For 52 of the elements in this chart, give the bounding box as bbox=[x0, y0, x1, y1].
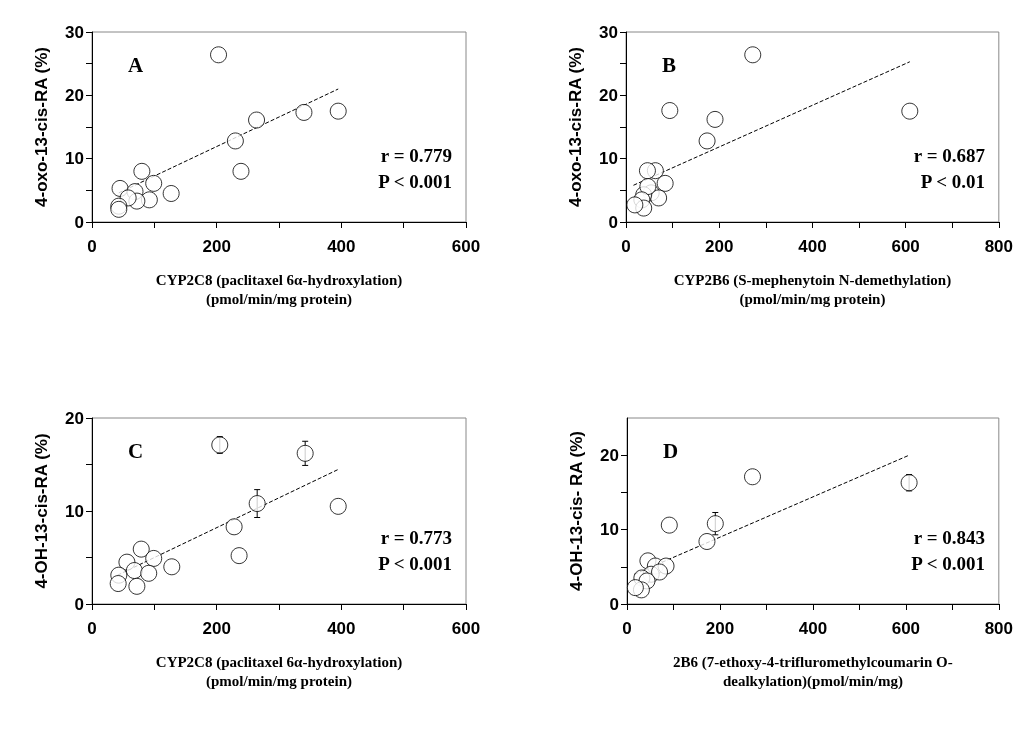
annotation: r = 0.773 bbox=[380, 527, 452, 548]
x-axis-title: CYP2C8 (paclitaxel 6α-hydroxylation) (pmol/min/mg protein) bbox=[155, 653, 403, 690]
y-tick-label: 20 bbox=[65, 408, 84, 428]
x-axis-title: CYP2C8 (paclitaxel 6α-hydroxylation) (pmol/min/mg protein) bbox=[155, 271, 403, 308]
y-tick-label: 10 bbox=[600, 520, 619, 540]
y-tick-label: 0 bbox=[608, 212, 618, 232]
text: C bbox=[128, 438, 144, 463]
x-tick-label: 200 bbox=[202, 237, 231, 256]
y-tick-label: 0 bbox=[74, 212, 84, 232]
x-tick-label: 200 bbox=[705, 619, 735, 638]
y-tick-label: 30 bbox=[599, 22, 618, 42]
x-tick-label: 600 bbox=[451, 237, 481, 256]
y-axis-title: 4-OH-13-cis-RA (%) bbox=[32, 433, 51, 589]
x-axis-title: CYP2B6 (S-mephenytoin N-demethylation) (pmol/min/mg protein) bbox=[673, 271, 952, 308]
x-tick-label: 0 bbox=[87, 237, 97, 256]
x-tick-label: 0 bbox=[87, 619, 97, 638]
x-tick-label: 800 bbox=[984, 619, 1014, 638]
x-tick-label: 600 bbox=[891, 619, 921, 638]
annotation: r = 0.779 bbox=[380, 145, 452, 166]
x-tick-label: 800 bbox=[984, 237, 1014, 256]
x-tick-label: 0 bbox=[621, 237, 631, 256]
annotation: r = 0.687 bbox=[913, 145, 986, 166]
y-tick-label: 20 bbox=[65, 85, 84, 105]
y-axis-title: 4-OH-13-cis- RA (%) bbox=[567, 431, 586, 591]
x-tick-label: 200 bbox=[705, 237, 734, 256]
text: A bbox=[128, 52, 144, 77]
text: B bbox=[662, 52, 677, 77]
x-tick-label: 400 bbox=[327, 237, 356, 256]
x-tick-label: 400 bbox=[327, 619, 356, 638]
text: D bbox=[663, 438, 679, 463]
annotation: P < 0.001 bbox=[378, 553, 452, 574]
y-tick-label: 0 bbox=[74, 594, 84, 614]
x-tick-label: 0 bbox=[622, 619, 632, 638]
x-axis-title: 2B6 (7-ethoxy-4-trifluromethylcoumarin O- dealkylation)(pmol/min/mg) bbox=[673, 653, 953, 690]
x-tick-label: 600 bbox=[451, 619, 481, 638]
annotation: P < 0.001 bbox=[378, 171, 452, 192]
annotation: r = 0.843 bbox=[913, 527, 985, 548]
x-tick-label: 200 bbox=[202, 619, 231, 638]
y-tick-label: 10 bbox=[65, 149, 84, 169]
annotation: P < 0.01 bbox=[920, 171, 985, 192]
x-tick-label: 400 bbox=[798, 237, 827, 256]
y-tick-label: 30 bbox=[65, 22, 84, 42]
x-tick-label: 600 bbox=[891, 237, 920, 256]
y-axis-title: 4-oxo-13-cis-RA (%) bbox=[566, 47, 585, 207]
y-tick-label: 20 bbox=[599, 85, 618, 105]
y-tick-label: 10 bbox=[599, 149, 618, 169]
y-tick-label: 0 bbox=[609, 594, 619, 614]
y-tick-label: 10 bbox=[65, 501, 84, 521]
y-axis-title: 4-oxo-13-cis-RA (%) bbox=[32, 47, 51, 207]
y-tick-label: 20 bbox=[600, 445, 619, 465]
annotation: P < 0.001 bbox=[911, 553, 985, 574]
x-tick-label: 400 bbox=[798, 619, 828, 638]
